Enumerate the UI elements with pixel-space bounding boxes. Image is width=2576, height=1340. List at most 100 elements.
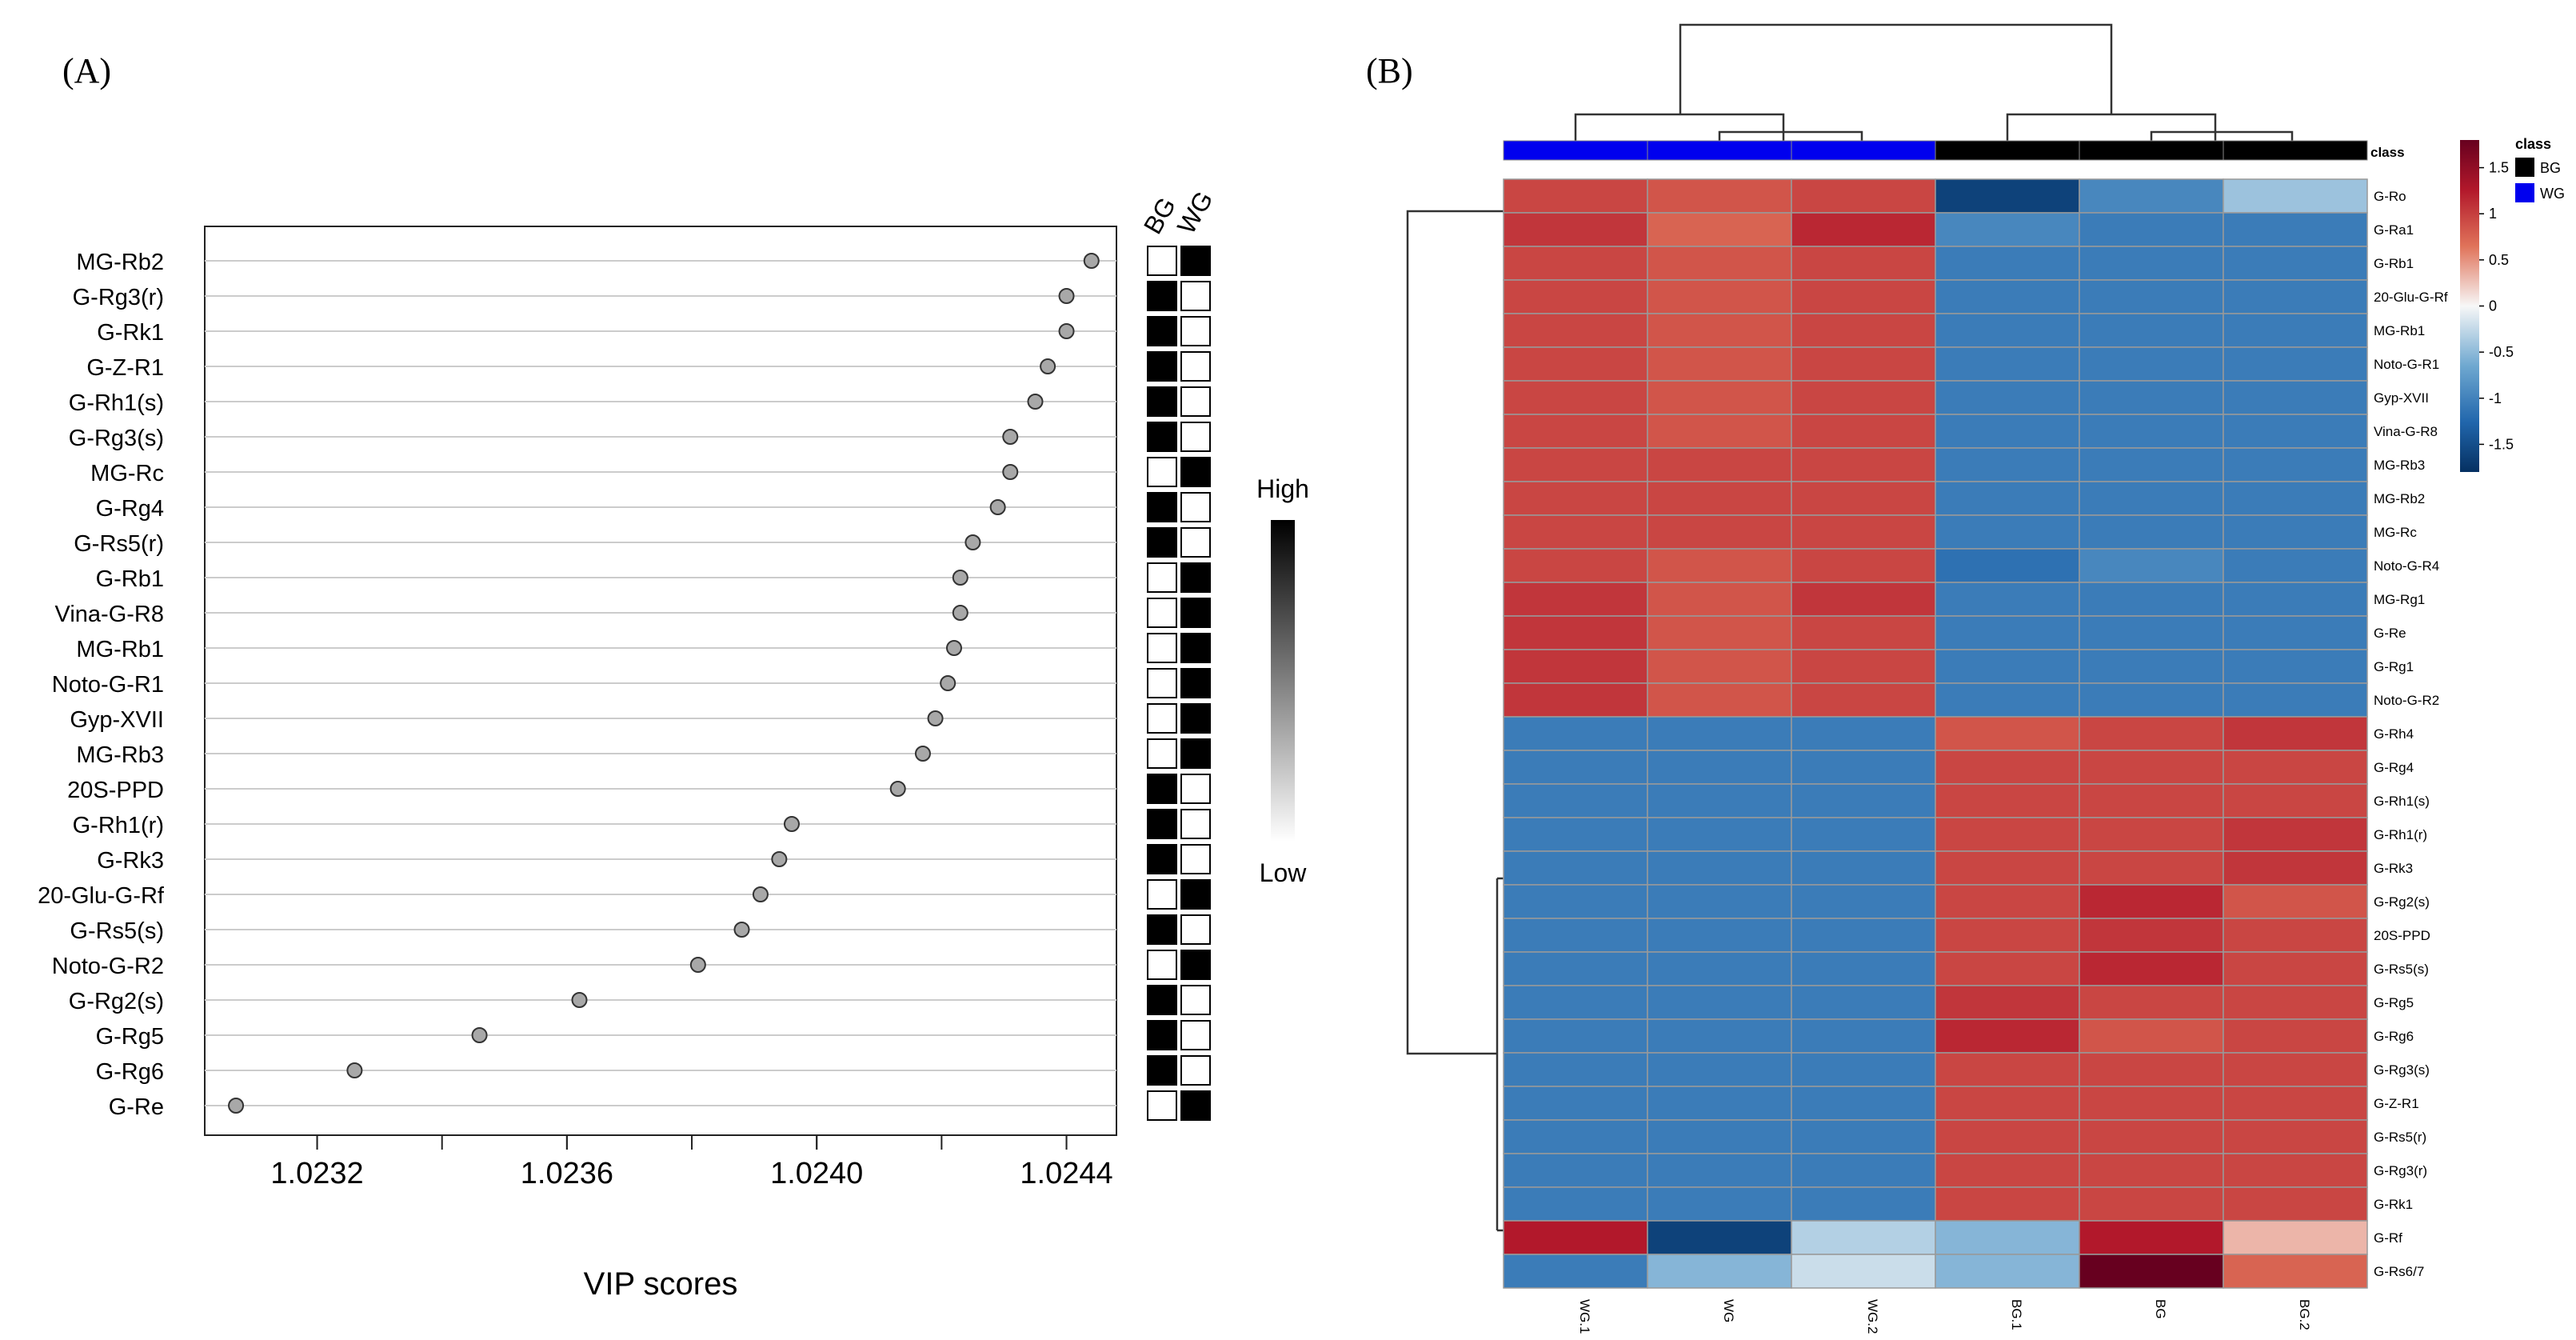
group-box-bg-mg-rb2 [1147,246,1177,276]
heat-cell-noto-g-r4-wg-2 [1791,548,1936,583]
heat-row-label-g-rg3-r: G-Rg3(r) [2374,1163,2427,1178]
heat-row-label-mg-rb3: MG-Rb3 [2374,458,2425,473]
group-box-bg-g-rh1-r [1147,809,1177,839]
group-box-bg-g-rg4 [1147,492,1177,522]
heat-cell-g-re-bg [2079,615,2224,650]
heat-cell-20-glu-g-rf-bg-1 [1935,279,2080,314]
vip-row-label-g-rg6: G-Rg6 [96,1059,164,1085]
heat-cell-g-rg4-wg-2 [1791,750,1936,785]
heat-row-label-noto-g-r2: Noto-G-R2 [2374,693,2439,708]
heat-cell-g-rf-wg [1647,1220,1792,1255]
heat-cell-g-rg4-bg-2 [2223,750,2368,785]
heat-cell-g-ro-wg [1647,178,1792,214]
vip-row-label-g-rk3: G-Rk3 [97,848,164,874]
colorbar-tick-label-0: 1.5 [2489,160,2509,176]
heat-cell-mg-rb1-wg [1647,313,1792,348]
heat-cell-g-rf-bg [2079,1220,2224,1255]
heat-cell-vina-g-r8-wg [1647,414,1792,449]
heat-cell-mg-rg1-bg-2 [2223,582,2368,617]
heat-cell-noto-g-r1-wg [1647,346,1792,382]
class-bar-label: class [2370,145,2405,160]
heat-cell-g-rh4-bg [2079,716,2224,751]
heat-cell-g-rh4-bg-1 [1935,716,2080,751]
vip-x-axis-label: VIP scores [584,1266,738,1302]
heat-cell-g-rg6-wg [1647,1018,1792,1054]
heat-cell-g-rh1-r-bg-2 [2223,817,2368,852]
colorbar-tick-label-3: 0 [2489,298,2497,314]
vip-dot-gyp-xvii [927,710,944,726]
group-box-bg-mg-rb1 [1147,633,1177,663]
group-box-bg-g-rg5 [1147,1020,1177,1050]
heat-cell-noto-g-r2-bg-2 [2223,682,2368,718]
heatmap-column-labels: WG.1 WG WG.2 BG.1 BG BG.2 [1577,1299,2312,1334]
heat-cell-g-rs6-7-bg-1 [1935,1254,2080,1289]
heat-cell-noto-g-r4-bg-1 [1935,548,2080,583]
heat-cell-g-ro-wg-2 [1791,178,1936,214]
vip-dots [228,253,1100,1114]
vip-row-label-g-rh1-s: G-Rh1(s) [69,390,164,416]
heat-cell-g-rg2-s-bg [2079,884,2224,919]
heat-cell-g-rg3-s-bg [2079,1052,2224,1087]
heat-cell-mg-rc-bg-1 [1935,514,2080,550]
heat-cell-mg-rc-wg-2 [1791,514,1936,550]
group-box-wg-g-rs5-s [1180,914,1211,945]
vip-y-labels: MG-Rb2 G-Rg3(r) G-Rk1 G-Z-R1 G-Rh1(s) G-Rg3(s… [38,250,165,1120]
heat-cell-g-rk1-bg-1 [1935,1186,2080,1222]
heat-cell-g-ro-wg-1 [1503,178,1648,214]
heat-row-label-g-rg3-s: G-Rg3(s) [2374,1062,2430,1078]
heat-row-label-g-rb1: G-Rb1 [2374,256,2414,271]
vip-row-label-gyp-xvii: Gyp-XVII [70,707,164,733]
heat-cell-g-ro-bg [2079,178,2224,214]
heat-cell-g-rg1-bg [2079,649,2224,684]
group-box-bg-noto-g-r1 [1147,668,1177,698]
heat-row-label-g-rs5-r: G-Rs5(r) [2374,1130,2426,1145]
heat-cell-g-z-r1-wg-1 [1503,1086,1648,1121]
heat-col-label-wg-2: WG.2 [1865,1299,1880,1334]
heat-cell-g-rg1-wg-1 [1503,649,1648,684]
colorbar-tick-label-5: -1 [2489,390,2502,406]
heat-cell-mg-rb3-bg [2079,447,2224,482]
heat-cell-g-rh1-r-bg [2079,817,2224,852]
heat-cell-g-rg2-s-bg-1 [1935,884,2080,919]
heat-cell-mg-rb2-wg [1647,481,1792,516]
heat-cell-gyp-xvii-wg [1647,380,1792,415]
heat-cell-noto-g-r4-wg-1 [1503,548,1648,583]
heat-row-label-20-glu-g-rf: 20-Glu-G-Rf [2374,290,2448,305]
heat-cell-mg-rg1-wg-1 [1503,582,1648,617]
heat-cell-g-rk3-bg-2 [2223,850,2368,886]
heat-cell-g-rg3-r-bg-1 [1935,1153,2080,1188]
heat-cell-vina-g-r8-wg-1 [1503,414,1648,449]
heat-cell-g-rg4-wg [1647,750,1792,785]
heat-cell-g-rb1-wg-2 [1791,246,1936,281]
heat-cell-g-rk1-bg [2079,1186,2224,1222]
heat-cell-gyp-xvii-bg [2079,380,2224,415]
heat-cell-g-rs5-s-wg-2 [1791,951,1936,986]
heat-cell-g-rh1-r-wg [1647,817,1792,852]
heat-cell-g-rh1-s-wg [1647,783,1792,818]
heat-cell-20s-ppd-bg-2 [2223,918,2368,953]
heat-cell-mg-rb1-bg [2079,313,2224,348]
group-box-wg-mg-rc [1180,457,1211,487]
heat-cell-g-z-r1-wg [1647,1086,1792,1121]
heat-cell-20s-ppd-wg [1647,918,1792,953]
heat-cell-g-rh1-r-bg-1 [1935,817,2080,852]
heat-row-label-g-ro: G-Ro [2374,189,2406,204]
heat-row-label-g-ra1: G-Ra1 [2374,222,2414,238]
heat-cell-g-rg5-wg [1647,985,1792,1020]
group-box-bg-g-rs5-s [1147,914,1177,945]
heat-cell-g-rh1-s-wg-2 [1791,783,1936,818]
heat-row-label-g-rk3: G-Rk3 [2374,861,2413,876]
heat-row-label-gyp-xvii: Gyp-XVII [2374,390,2429,406]
heat-cell-g-rg6-bg [2079,1018,2224,1054]
vip-dot-g-rg5 [471,1027,488,1043]
heat-cell-noto-g-r1-bg-2 [2223,346,2368,382]
group-box-wg-20s-ppd [1180,774,1211,804]
group-box-bg-mg-rb3 [1147,738,1177,769]
class-legend-swatch-bg [2515,158,2534,177]
heat-cell-g-rh4-wg-1 [1503,716,1648,751]
heat-cell-g-z-r1-bg-2 [2223,1086,2368,1121]
class-legend-label-bg: BG [2540,160,2561,176]
vip-row-label-g-rs5-r: G-Rs5(r) [74,531,164,557]
group-box-wg-noto-g-r2 [1180,950,1211,980]
colorbar-ticks: 1.5 1 0.5 0 -0.5 -1 -1.5 [2479,160,2514,452]
